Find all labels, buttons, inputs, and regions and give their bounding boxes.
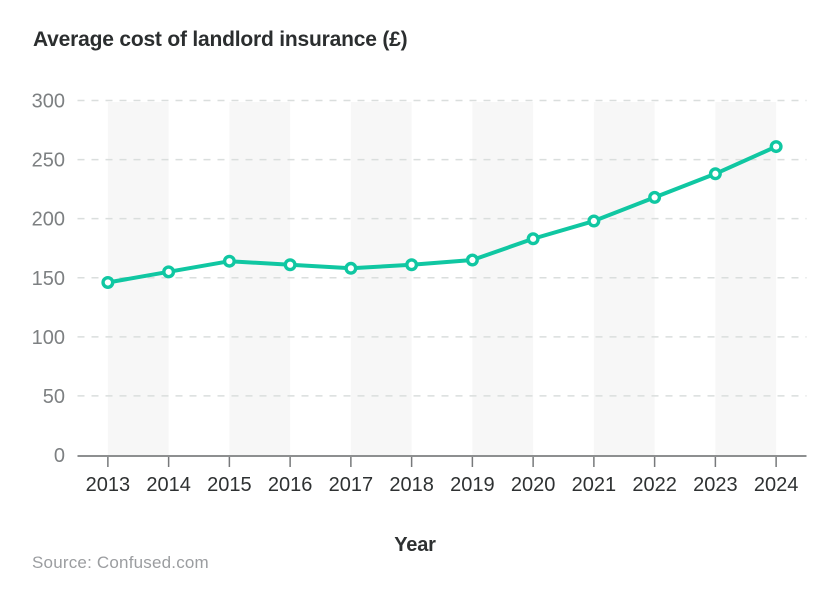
x-axis-title: Year (394, 534, 436, 556)
data-point (101, 275, 115, 289)
x-tick-label: 2021 (572, 474, 617, 496)
source-credit: Source: Confused.com (32, 553, 209, 572)
x-tick-label: 2017 (329, 474, 374, 496)
x-tick-label: 2022 (632, 474, 677, 496)
y-tick-label: 150 (32, 268, 65, 290)
data-point (222, 254, 236, 268)
data-point (283, 258, 297, 272)
x-tick-label: 2019 (450, 474, 495, 496)
x-tick-label: 2024 (754, 474, 799, 496)
y-tick-label: 50 (43, 386, 65, 408)
x-tick-label: 2014 (146, 474, 191, 496)
y-tick-label: 250 (32, 150, 65, 172)
y-tick-label: 0 (54, 445, 65, 467)
series-line (105, 144, 779, 285)
chart-title: Average cost of landlord insurance (£) (33, 28, 408, 51)
x-tick-label: 2020 (511, 474, 556, 496)
x-tick-label: 2015 (207, 474, 252, 496)
data-point (526, 232, 540, 246)
data-point (405, 258, 419, 272)
data-point (708, 167, 722, 181)
x-tick-label: 2023 (693, 474, 738, 496)
data-point (344, 261, 358, 275)
x-tick-label: 2016 (268, 474, 313, 496)
data-point (648, 190, 662, 204)
y-tick-label: 100 (32, 327, 65, 349)
x-tick-label: 2013 (86, 474, 131, 496)
data-point (587, 214, 601, 228)
data-point (162, 265, 176, 279)
data-point (769, 140, 783, 154)
y-tick-label: 200 (32, 209, 65, 231)
x-tick-label: 2018 (389, 474, 434, 496)
y-tick-label: 300 (32, 91, 65, 113)
data-point (465, 253, 479, 267)
